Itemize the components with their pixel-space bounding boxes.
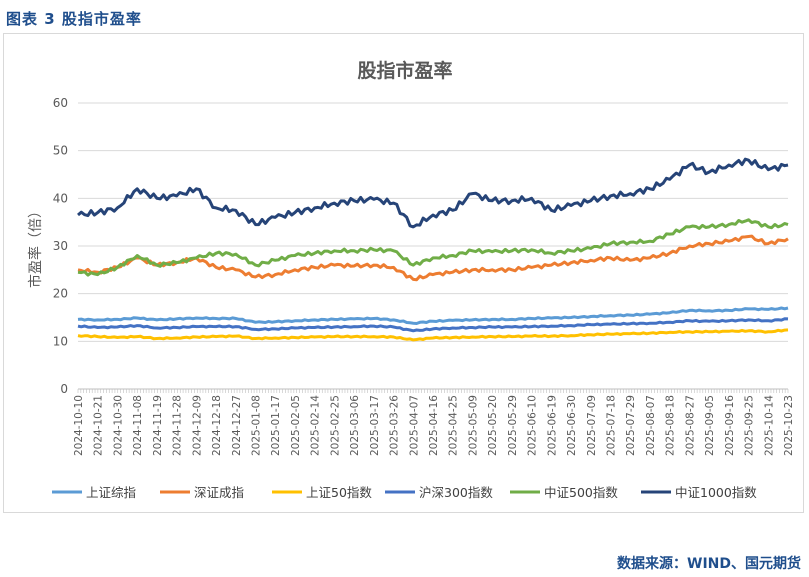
x-tick-label: 2025-06-19 bbox=[546, 395, 558, 456]
legend-label: 深证成指 bbox=[194, 485, 244, 500]
grid-layer bbox=[78, 102, 788, 390]
x-tick-label: 2025-05-29 bbox=[507, 395, 519, 456]
x-tick-label: 2024-10-21 bbox=[93, 395, 105, 456]
series-layer bbox=[77, 157, 789, 342]
x-tick-label: 2025-04-16 bbox=[428, 395, 440, 456]
x-tick-label: 2025-08-27 bbox=[684, 395, 696, 456]
y-tick-label: 0 bbox=[60, 382, 68, 396]
x-tick-label: 2025-07-29 bbox=[625, 395, 637, 456]
x-tick-label: 2024-11-08 bbox=[132, 395, 144, 456]
x-tick-label: 2025-09-05 bbox=[704, 395, 716, 456]
x-tick-label: 2025-09-25 bbox=[744, 395, 756, 456]
x-tick-label: 2024-12-18 bbox=[211, 395, 223, 456]
y-tick-label: 30 bbox=[53, 239, 68, 253]
x-tick-label: 2025-10-14 bbox=[763, 395, 775, 456]
y-axis-label: 市盈率（倍） bbox=[27, 204, 44, 288]
x-tick-label: 2024-10-10 bbox=[73, 395, 85, 456]
source-note: 数据来源：WIND、国元期货 bbox=[617, 556, 801, 572]
y-tick-layer: 0 10 20 30 40 50 60 bbox=[53, 96, 68, 396]
legend-label: 上证50指数 bbox=[306, 485, 372, 500]
x-tick-label: 2024-11-28 bbox=[172, 395, 184, 456]
series-line-0 bbox=[77, 306, 789, 325]
legend-label: 中证1000指数 bbox=[675, 485, 757, 500]
y-tick-label: 50 bbox=[53, 144, 68, 158]
series-line-2 bbox=[77, 328, 789, 342]
x-tick-label: 2025-08-07 bbox=[645, 395, 657, 456]
x-tick-label: 2024-10-30 bbox=[112, 395, 124, 456]
x-tick-label: 2025-02-05 bbox=[290, 395, 302, 456]
x-tick-label: 2025-01-08 bbox=[251, 395, 263, 456]
x-tick-label: 2025-08-18 bbox=[665, 395, 677, 456]
x-tick-label: 2025-04-07 bbox=[408, 395, 420, 456]
x-tick-label: 2025-05-20 bbox=[487, 395, 499, 456]
legend: 上证综指 深证成指 上证50指数 沪深300指数 中证500指数 中证1000指数 bbox=[52, 485, 757, 500]
chart-title: 股指市盈率 bbox=[357, 59, 452, 82]
series-line-3 bbox=[77, 317, 789, 333]
series-line-5 bbox=[77, 157, 789, 229]
x-tick-label: 2025-07-09 bbox=[586, 395, 598, 456]
x-tick-label: 2025-01-17 bbox=[270, 395, 282, 456]
legend-label: 沪深300指数 bbox=[419, 485, 493, 500]
x-tick-label: 2025-03-06 bbox=[349, 395, 361, 456]
y-tick-label: 10 bbox=[53, 334, 68, 348]
x-tick-label: 2024-12-27 bbox=[231, 395, 243, 456]
x-tick-label: 2025-05-09 bbox=[467, 395, 479, 456]
x-tick-label: 2025-03-26 bbox=[389, 395, 401, 456]
x-tick-label: 2024-12-09 bbox=[191, 395, 203, 456]
x-tick-label: 2025-04-25 bbox=[448, 395, 460, 456]
x-tick-label: 2025-02-14 bbox=[310, 395, 322, 456]
x-tick-label: 2025-06-10 bbox=[527, 395, 539, 456]
x-tick-label: 2025-02-25 bbox=[329, 395, 341, 456]
y-tick-label: 20 bbox=[53, 287, 68, 301]
figure-label: 图表 3 股指市盈率 bbox=[6, 10, 142, 28]
chart-frame bbox=[3, 33, 804, 513]
x-tick-label: 2025-10-23 bbox=[783, 395, 795, 456]
x-tick-label: 2024-11-19 bbox=[152, 395, 164, 456]
x-tick-label: 2025-09-16 bbox=[724, 395, 736, 456]
x-tick-label: 2025-06-30 bbox=[566, 395, 578, 456]
y-tick-label: 60 bbox=[53, 96, 68, 110]
series-line-4 bbox=[77, 218, 789, 277]
x-tick-label: 2025-03-17 bbox=[369, 395, 381, 456]
legend-label: 上证综指 bbox=[86, 485, 136, 500]
legend-label: 中证500指数 bbox=[544, 485, 618, 500]
x-tick-label: 2025-07-18 bbox=[606, 395, 618, 456]
y-tick-label: 40 bbox=[53, 191, 68, 205]
x-tick-layer: 2024-10-10 2024-10-21 2024-10-30 2024-11-08… bbox=[73, 389, 795, 456]
